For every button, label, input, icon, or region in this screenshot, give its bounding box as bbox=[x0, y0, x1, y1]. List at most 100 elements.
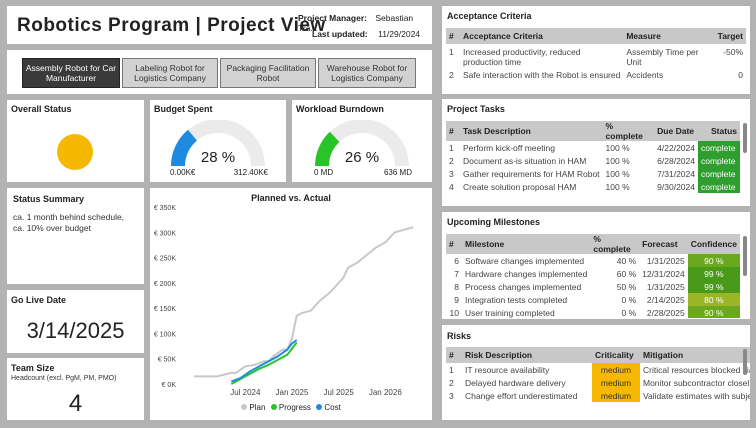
x-tick-label: Jul 2024 bbox=[230, 388, 261, 397]
tab-packaging-robot[interactable]: Packaging Facilitation Robot bbox=[220, 58, 316, 88]
scrollbar[interactable] bbox=[743, 236, 747, 276]
percent-cell: 50 % bbox=[616, 281, 637, 292]
y-tick-label: € 250K bbox=[154, 256, 177, 263]
y-tick-label: € 50K bbox=[158, 357, 177, 364]
table-header: # Acceptance Criteria Measure Target bbox=[446, 28, 746, 44]
row-num: 2 bbox=[449, 70, 454, 80]
risks-title: Risks bbox=[447, 331, 472, 341]
workload-min: 0 MD bbox=[314, 168, 334, 177]
col-header[interactable]: % complete bbox=[590, 234, 640, 254]
table-header: # Milestone % complete Forecast Confiden… bbox=[446, 234, 740, 254]
percent-cell: 60 % bbox=[616, 268, 637, 279]
project-tasks-card: Project Tasks # Task Description % compl… bbox=[442, 99, 750, 206]
tasks-table: # Task Description % complete Due Date S… bbox=[446, 121, 740, 193]
table-row[interactable]: 2 Document as-is situation in HAM 100 % 6/2… bbox=[446, 154, 740, 167]
table-row[interactable]: 2 Delayed hardware delivery medium Monitor … bbox=[446, 376, 750, 389]
percent-cell: 100 % bbox=[605, 142, 630, 153]
table-row[interactable]: 10 User training completed 0 % 2/28/2025 90 … bbox=[446, 306, 740, 318]
team-size-subtitle: Headcount (excl. PgM, PM, PMO) bbox=[11, 375, 117, 382]
col-header[interactable]: Risk Description bbox=[462, 347, 592, 363]
table-row[interactable]: 1 Increased productivity, reduced produc… bbox=[446, 44, 746, 67]
confidence-cell: 90 % bbox=[687, 254, 740, 267]
col-header[interactable]: # bbox=[446, 121, 460, 141]
col-header[interactable]: % complete bbox=[602, 121, 655, 141]
go-live-card: Go Live Date 3/14/2025 bbox=[7, 290, 144, 353]
gauge-fill bbox=[315, 131, 340, 167]
table-row[interactable]: 7 Hardware changes implemented 60 % 12/31/2… bbox=[446, 267, 740, 280]
y-tick-label: € 200K bbox=[154, 281, 177, 288]
col-header[interactable]: Confidence bbox=[687, 234, 740, 254]
col-header[interactable]: # bbox=[446, 28, 460, 44]
col-header[interactable]: Due Date bbox=[654, 121, 698, 141]
gauge-fill bbox=[171, 129, 198, 167]
table-header: # Risk Description Criticality Mitigatio… bbox=[446, 347, 750, 363]
y-tick-label: € 0K bbox=[162, 382, 177, 389]
table-row[interactable]: 4 Create solution proposal HAM 100 % 9/30/2… bbox=[446, 180, 740, 193]
tab-warehouse-robot[interactable]: Warehouse Robot for Logistics Company bbox=[318, 58, 416, 88]
criteria-cell: Safe interaction with the Robot is ensur… bbox=[463, 70, 621, 80]
col-header[interactable]: Criticality bbox=[592, 347, 640, 363]
confidence-cell: 99 % bbox=[687, 280, 740, 293]
row-num: 9 bbox=[454, 294, 459, 305]
row-num: 1 bbox=[449, 364, 454, 375]
milestone-cell: Hardware changes implemented bbox=[465, 268, 588, 279]
scrollbar[interactable] bbox=[743, 123, 747, 153]
row-num: 7 bbox=[454, 268, 459, 279]
y-tick-label: € 150K bbox=[154, 306, 177, 313]
row-num: 1 bbox=[449, 142, 454, 153]
tab-assembly-robot[interactable]: Assembly Robot for Car Manufacturer bbox=[22, 58, 120, 88]
y-tick-label: € 350K bbox=[154, 205, 177, 212]
percent-cell: 40 % bbox=[616, 255, 637, 266]
col-header[interactable]: Mitigation bbox=[640, 347, 750, 363]
planned-vs-actual-card: Planned vs. Actual € 0K € 50K € 100K € 150K… bbox=[150, 188, 432, 420]
confidence-cell: 90 % bbox=[687, 306, 740, 318]
table-row[interactable]: 1 Perform kick-off meeting 100 % 4/22/2024 c… bbox=[446, 141, 740, 154]
legend-cost: Cost bbox=[316, 403, 341, 412]
series-line-plan bbox=[194, 226, 414, 378]
row-num: 4 bbox=[449, 181, 454, 192]
table-row[interactable]: 2 Safe interaction with the Robot is ens… bbox=[446, 67, 746, 83]
table-row[interactable]: 8 Process changes implemented 50 % 1/31/202… bbox=[446, 280, 740, 293]
x-tick-label: Jan 2026 bbox=[369, 388, 402, 397]
legend-plan: Plan bbox=[241, 403, 265, 412]
table-row[interactable]: 9 Integration tests completed 0 % 2/14/2025… bbox=[446, 293, 740, 306]
row-num: 3 bbox=[449, 168, 454, 179]
workload-title: Workload Burndown bbox=[296, 104, 384, 114]
budget-max: 312.40K€ bbox=[233, 168, 268, 177]
acceptance-criteria-card: Acceptance Criteria # Acceptance Criteri… bbox=[442, 6, 750, 94]
criticality-cell: medium bbox=[592, 363, 640, 376]
col-header[interactable]: Acceptance Criteria bbox=[460, 28, 624, 44]
milestones-table: # Milestone % complete Forecast Confiden… bbox=[446, 234, 740, 318]
mitigation-cell: Validate estimates with subje bbox=[643, 390, 750, 401]
col-header[interactable]: Task Description bbox=[460, 121, 603, 141]
table-row[interactable]: 6 Software changes implemented 40 % 1/31/20… bbox=[446, 254, 740, 267]
table-row[interactable]: 3 Change effort underestimated medium Valid… bbox=[446, 389, 750, 402]
col-header[interactable]: Forecast bbox=[639, 234, 688, 254]
col-header[interactable]: # bbox=[446, 347, 462, 363]
legend-progress: Progress bbox=[270, 403, 311, 412]
status-badge: complete bbox=[698, 154, 740, 167]
row-num: 2 bbox=[449, 155, 454, 166]
table-row[interactable]: 1 IT resource availability medium Critical … bbox=[446, 363, 750, 376]
table-header: # Task Description % complete Due Date S… bbox=[446, 121, 740, 141]
task-cell: Document as-is situation in HAM bbox=[463, 155, 587, 166]
go-live-value: 3/14/2025 bbox=[26, 318, 125, 343]
workload-card: Workload Burndown 26 % 0 MD 636 MD bbox=[292, 100, 432, 182]
col-header[interactable]: Milestone bbox=[462, 234, 591, 254]
tab-label: Packaging Facilitation Robot bbox=[226, 63, 310, 83]
col-header[interactable]: Status bbox=[698, 121, 740, 141]
series-line-progress bbox=[230, 341, 298, 385]
tab-label: Labeling Robot for Logistics Company bbox=[134, 63, 206, 83]
team-size-value: 4 bbox=[68, 390, 83, 417]
overall-status-card: Overall Status bbox=[7, 100, 144, 182]
col-header[interactable]: # bbox=[446, 234, 462, 254]
table-row[interactable]: 3 Gather requirements for HAM Robot 100 % 7… bbox=[446, 167, 740, 180]
status-summary-card: Status Summary ca. 1 month behind schedu… bbox=[7, 188, 144, 284]
col-header[interactable]: Target bbox=[714, 28, 746, 44]
milestone-cell: User training completed bbox=[465, 307, 555, 318]
confidence-cell: 99 % bbox=[687, 267, 740, 280]
col-header[interactable]: Measure bbox=[623, 28, 715, 44]
measure-cell: Assembly Time per Unit bbox=[626, 47, 699, 67]
scrollbar[interactable] bbox=[743, 349, 747, 375]
tab-labeling-robot[interactable]: Labeling Robot for Logistics Company bbox=[122, 58, 218, 88]
